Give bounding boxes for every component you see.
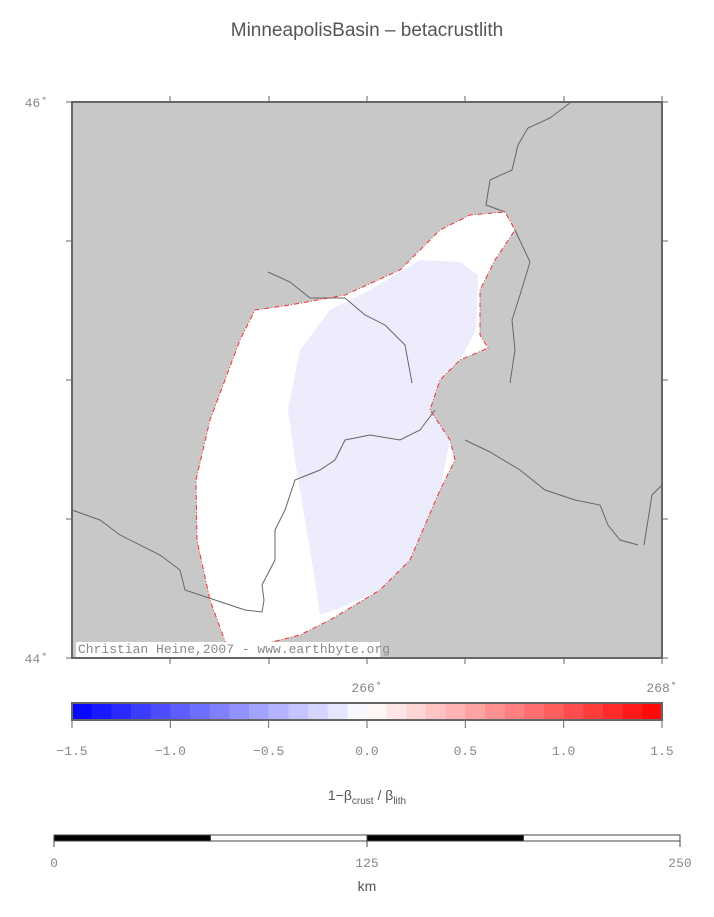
colorbar-cell	[249, 703, 270, 720]
x-tick-label: 266˚	[351, 681, 382, 696]
colorbar-tick-label: 0.5	[454, 744, 477, 759]
title: MinneapolisBasin – betacrustlith	[231, 20, 504, 41]
colorbar-tick-label: 1.0	[552, 744, 575, 759]
x-tick-label: 268˚	[646, 681, 677, 696]
credit: Christian Heine,2007 - www.earthbyte.org	[78, 642, 390, 657]
colorbar-cell	[406, 703, 427, 720]
colorbar-cell	[367, 703, 388, 720]
credit-box	[76, 642, 380, 657]
scale-tick-label: 0	[50, 856, 58, 871]
colorbar-cell	[544, 703, 565, 720]
scale-segment	[210, 834, 368, 842]
colorbar-cell	[72, 703, 93, 720]
colorbar-cell	[209, 703, 230, 720]
basin-outline	[195, 211, 516, 656]
scale-tick-label: 250	[668, 856, 691, 871]
colorbar-cell	[327, 703, 348, 720]
y-tick-label: 44˚	[25, 652, 48, 667]
colorbar-cell	[504, 703, 525, 720]
colorbar-cell	[91, 703, 112, 720]
colorbar-label: 1−βcrust / βlith	[328, 787, 406, 807]
colorbar-cell	[308, 703, 329, 720]
colorbar-cell	[386, 703, 407, 720]
colorbar-tick-label: 1.5	[650, 744, 673, 759]
scale-segment	[366, 834, 524, 842]
colorbar-cell	[111, 703, 132, 720]
colorbar-cell	[170, 703, 191, 720]
colorbar-cell	[583, 703, 604, 720]
scale-segment	[53, 834, 211, 842]
colorbar-cell	[288, 703, 309, 720]
scale-segment	[523, 834, 681, 842]
scale-unit: km	[358, 878, 377, 894]
rivers	[71, 102, 663, 613]
label-sub: crust	[352, 796, 374, 807]
colorbar-cell	[465, 703, 486, 720]
colorbar-cell	[485, 703, 506, 720]
label-part: 1−β	[328, 787, 352, 803]
colorbar-tick-label: 0.0	[355, 744, 378, 759]
label-part: / β	[374, 787, 394, 803]
colorbar-cell	[622, 703, 643, 720]
colorbar-cell	[347, 703, 368, 720]
colorbar-cell	[603, 703, 624, 720]
colorbar-cell	[642, 703, 663, 720]
colorbar-tick-label: −0.5	[253, 744, 284, 759]
label-sub: lith	[393, 796, 406, 807]
colorbar-cell	[268, 703, 289, 720]
colorbar-cell	[190, 703, 211, 720]
colorbar-cell	[150, 703, 171, 720]
colorbar-cell	[563, 703, 584, 720]
colorbar-tick-label: −1.0	[155, 744, 186, 759]
minor-ticks	[66, 96, 668, 664]
scale-tick-label: 125	[355, 856, 378, 871]
y-tick-label: 46˚	[25, 96, 48, 111]
colorbar-tick-label: −1.5	[56, 744, 87, 759]
colorbar-cell	[131, 703, 152, 720]
colorbar-cell	[229, 703, 250, 720]
colorbar-cell	[445, 703, 466, 720]
colorbar-cell	[426, 703, 447, 720]
colorbar-cell	[524, 703, 545, 720]
